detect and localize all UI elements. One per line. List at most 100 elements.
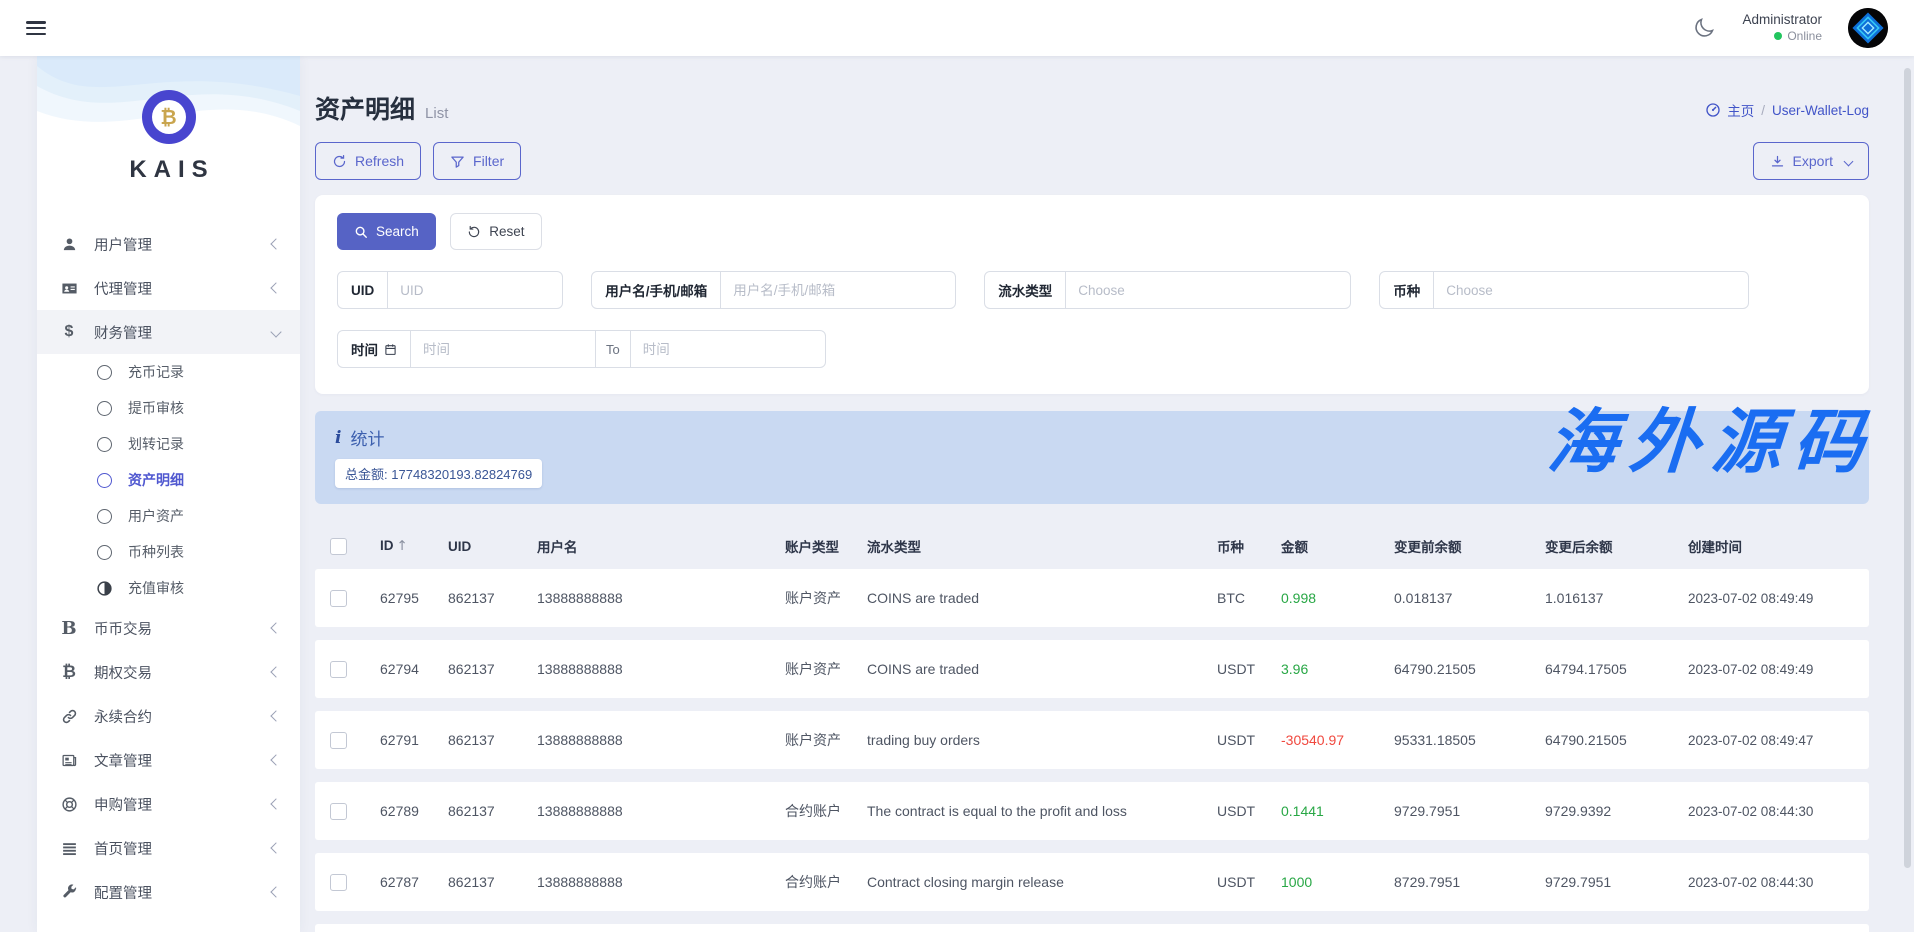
breadcrumb: 主页 / User-Wallet-Log: [1705, 100, 1869, 120]
avatar[interactable]: [1848, 8, 1888, 48]
main-content: 资产明细 List 主页 / User-Wallet-Log Ref: [300, 56, 1914, 932]
col-header-created[interactable]: 创建时间: [1688, 540, 1742, 555]
row-checkbox[interactable]: [330, 660, 347, 678]
time-to-input[interactable]: [630, 331, 825, 367]
coin-label: 币种: [1380, 272, 1435, 308]
chevron-left-icon: [270, 798, 282, 810]
col-header-coin[interactable]: 币种: [1217, 540, 1244, 555]
sidebar-subitem-deposit-records[interactable]: 充币记录: [37, 354, 300, 390]
brand-logo-icon: ₿: [141, 90, 196, 144]
chevron-left-icon: [270, 710, 282, 722]
filter-funnel-icon: [451, 156, 464, 168]
download-icon: [1771, 155, 1783, 166]
page-title: 资产明细: [315, 96, 416, 124]
topbar: Administrator Online: [0, 0, 1914, 56]
col-header-id[interactable]: ID ↑: [380, 538, 408, 554]
time-label: 时间: [338, 331, 411, 367]
id-card-icon: [57, 280, 81, 297]
col-header-account-type[interactable]: 账户类型: [785, 540, 839, 555]
bars-icon: [57, 840, 81, 857]
sidebar-item-spot-trading[interactable]: B 币币交易: [37, 606, 300, 650]
sidebar-item-label: 币币交易: [94, 621, 152, 638]
sidebar-item-config-management[interactable]: 配置管理: [37, 870, 300, 914]
chevron-left-icon: [270, 842, 282, 854]
time-from-input[interactable]: [411, 331, 595, 367]
circle-icon: [97, 508, 112, 524]
col-header-before[interactable]: 变更前余额: [1394, 540, 1462, 555]
chevron-left-icon: [270, 622, 282, 634]
refresh-button[interactable]: Refresh: [315, 142, 422, 180]
wrench-icon: [57, 883, 81, 901]
sidebar-subitem-user-assets[interactable]: 用户资产: [37, 498, 300, 534]
username-input-group: 用户名/手机/邮箱: [591, 271, 957, 309]
col-header-flow-type[interactable]: 流水类型: [867, 540, 921, 555]
export-button[interactable]: Export: [1752, 142, 1869, 180]
page-subtitle: List: [425, 105, 449, 122]
table-row: 62789 862137 13888888888 合约账户 The contra…: [315, 782, 1869, 840]
coin-select-group: 币种: [1379, 271, 1750, 309]
sidebar-item-article-management[interactable]: 文章管理: [37, 738, 300, 782]
username-input[interactable]: [721, 272, 956, 308]
chevron-down-icon: [270, 326, 282, 338]
row-checkbox[interactable]: [330, 802, 347, 820]
sidebar-item-perpetual-contract[interactable]: 永续合约: [37, 694, 300, 738]
brand[interactable]: ₿ KAIS: [37, 56, 300, 184]
chevron-left-icon: [270, 886, 282, 898]
col-header-uid[interactable]: UID: [448, 538, 472, 554]
sidebar-item-finance-management[interactable]: $ 财务管理: [37, 310, 300, 354]
uid-input[interactable]: [388, 272, 563, 308]
life-ring-icon: [57, 796, 81, 813]
flow-type-label: 流水类型: [985, 272, 1067, 308]
user-icon: [57, 236, 81, 253]
uid-label: UID: [338, 272, 389, 308]
flow-type-select[interactable]: [1066, 272, 1351, 308]
user-block[interactable]: Administrator Online: [1742, 12, 1822, 44]
chevron-down-icon: [1843, 156, 1854, 166]
sidebar-item-label: 配置管理: [94, 885, 152, 902]
sidebar-subitem-coin-list[interactable]: 币种列表: [37, 534, 300, 570]
dark-mode-moon-icon[interactable]: [1692, 16, 1716, 40]
col-header-amount[interactable]: 金额: [1281, 540, 1308, 555]
search-button[interactable]: Search: [337, 213, 436, 250]
sidebar-item-label: 永续合约: [94, 709, 152, 726]
col-header-username[interactable]: 用户名: [537, 540, 578, 555]
sidebar-item-label: 申购管理: [94, 797, 152, 814]
breadcrumb-current[interactable]: User-Wallet-Log: [1771, 102, 1869, 118]
circle-icon: [97, 472, 112, 488]
sidebar-item-homepage-management[interactable]: 首页管理: [37, 826, 300, 870]
reset-button[interactable]: Reset: [450, 213, 542, 250]
chevron-left-icon: [270, 754, 282, 766]
sidebar-item-label: 首页管理: [94, 841, 152, 858]
sidebar-subitem-asset-details[interactable]: 资产明细: [37, 462, 300, 498]
filter-card: Search Reset UID 用户名/手机/邮箱: [315, 195, 1869, 394]
circle-icon: [97, 436, 112, 452]
select-all-checkbox[interactable]: [330, 537, 347, 555]
chevron-left-icon: [270, 666, 282, 678]
circle-icon: [97, 544, 112, 560]
table-header: ID ↑ UID 用户名 账户类型 流水类型 币种 金额 变更前余额 变更后余额 …: [315, 522, 1869, 569]
sidebar-subitem-withdraw-review[interactable]: 提币审核: [37, 390, 300, 426]
circle-icon: [97, 364, 112, 380]
col-header-after[interactable]: 变更后余额: [1545, 540, 1613, 555]
time-range-group: 时间 To: [337, 330, 826, 368]
filter-button[interactable]: Filter: [433, 142, 522, 180]
row-checkbox[interactable]: [330, 731, 347, 749]
table-row: 62787 862137 13888888888 合约账户 Contract c…: [315, 853, 1869, 911]
breadcrumb-separator: /: [1761, 102, 1765, 118]
sidebar-item-options-trading[interactable]: ₿ 期权交易: [37, 650, 300, 694]
breadcrumb-home-link[interactable]: 主页: [1705, 100, 1754, 120]
b-icon: B: [61, 617, 77, 639]
sidebar-item-agent-management[interactable]: 代理管理: [37, 266, 300, 310]
sidebar-subitem-transfer-records[interactable]: 划转记录: [37, 426, 300, 462]
sidebar-item-user-management[interactable]: 用户管理: [37, 222, 300, 266]
row-checkbox[interactable]: [330, 873, 347, 891]
scrollbar-thumb[interactable]: [1904, 68, 1911, 868]
table-row: 62794 862137 13888888888 账户资产 COINS are …: [315, 640, 1869, 698]
sidebar-subitem-recharge-review[interactable]: 充值审核: [37, 570, 300, 606]
hamburger-menu-icon[interactable]: [26, 21, 46, 35]
row-checkbox[interactable]: [330, 589, 347, 607]
uid-input-group: UID: [337, 271, 564, 309]
coin-select[interactable]: [1434, 272, 1749, 308]
sidebar-item-subscription-management[interactable]: 申购管理: [37, 782, 300, 826]
